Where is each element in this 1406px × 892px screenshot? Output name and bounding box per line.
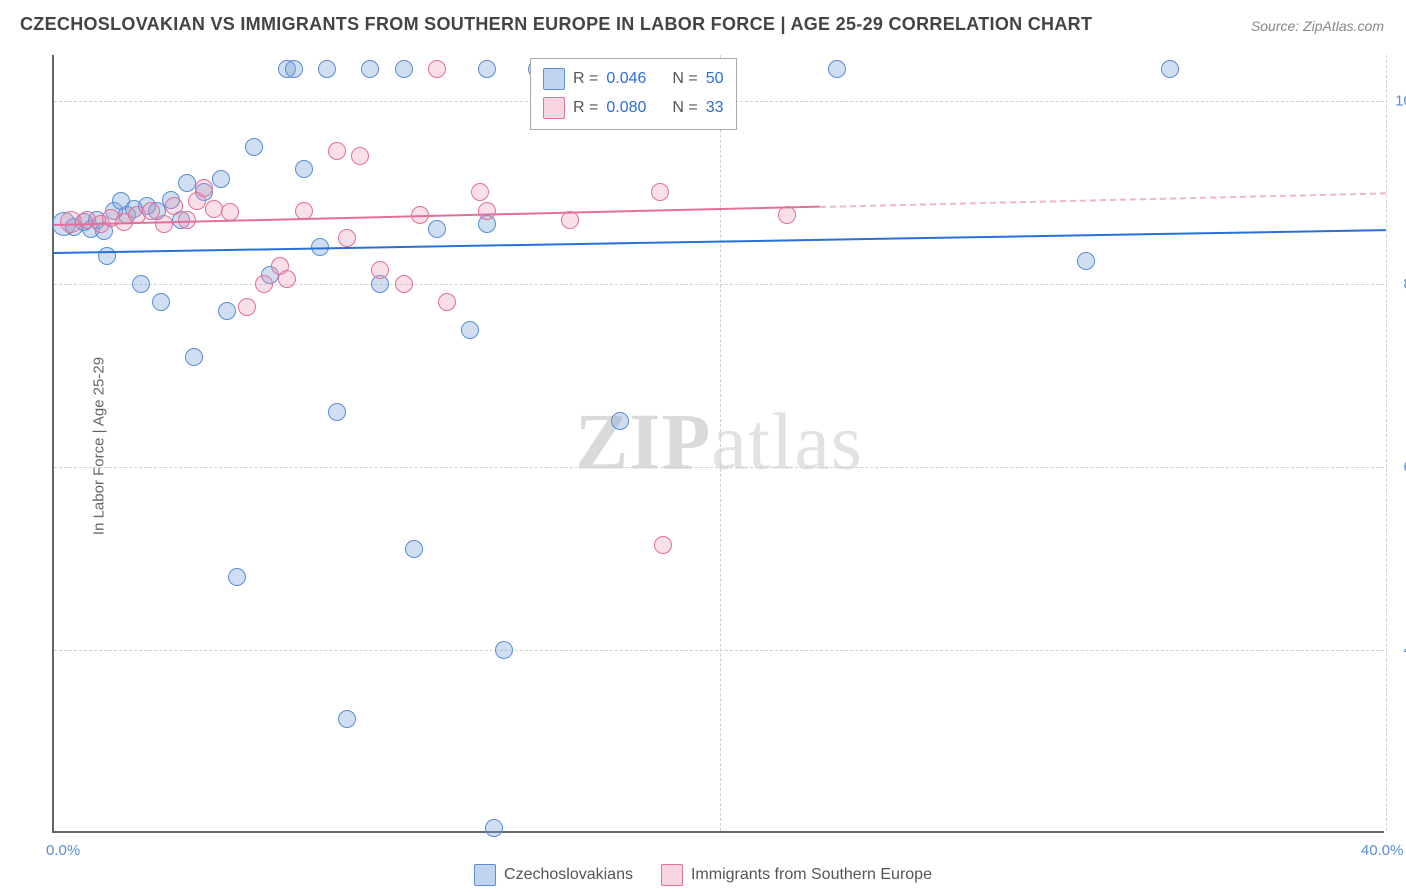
- xtick-label: 0.0%: [46, 842, 80, 859]
- stats-legend: R = 0.046 N = 50 R = 0.080 N = 33: [530, 58, 737, 130]
- data-point: [651, 183, 669, 201]
- data-point: [495, 641, 513, 659]
- legend-item: Czechoslovakians: [474, 864, 633, 886]
- data-point: [778, 206, 796, 224]
- trend-line: [820, 192, 1386, 208]
- r-value: 0.046: [606, 65, 646, 94]
- data-point: [245, 138, 263, 156]
- data-point: [485, 819, 503, 837]
- gridline-h: [54, 284, 1384, 285]
- n-value: 50: [706, 65, 724, 94]
- n-value: 33: [706, 94, 724, 123]
- data-point: [478, 202, 496, 220]
- data-point: [461, 321, 479, 339]
- legend-item: Immigrants from Southern Europe: [661, 864, 932, 886]
- data-point: [828, 60, 846, 78]
- legend-swatch: [474, 864, 496, 886]
- data-point: [654, 536, 672, 554]
- stats-legend-row: R = 0.046 N = 50: [543, 65, 724, 94]
- data-point: [471, 183, 489, 201]
- xtick-label: 40.0%: [1361, 842, 1404, 859]
- r-label: R =: [573, 94, 598, 123]
- data-point: [278, 270, 296, 288]
- data-point: [255, 275, 273, 293]
- r-label: R =: [573, 65, 598, 94]
- data-point: [228, 568, 246, 586]
- chart-title: CZECHOSLOVAKIAN VS IMMIGRANTS FROM SOUTH…: [20, 14, 1092, 35]
- gridline-h: [54, 650, 1384, 651]
- legend-label: Immigrants from Southern Europe: [691, 866, 932, 884]
- watermark: ZIPatlas: [575, 398, 863, 489]
- n-label: N =: [672, 94, 697, 123]
- data-point: [285, 60, 303, 78]
- gridline-v: [1386, 55, 1387, 831]
- data-point: [328, 142, 346, 160]
- data-point: [395, 275, 413, 293]
- legend-label: Czechoslovakians: [504, 866, 633, 884]
- data-point: [478, 60, 496, 78]
- plot-area: ZIPatlas 40.0%60.0%80.0%100.0%0.0%40.0%: [52, 55, 1384, 833]
- watermark-bold: ZIP: [575, 399, 711, 487]
- data-point: [438, 293, 456, 311]
- data-point: [338, 710, 356, 728]
- ytick-label: 40.0%: [1390, 641, 1406, 658]
- data-point: [338, 229, 356, 247]
- data-point: [212, 170, 230, 188]
- data-point: [405, 540, 423, 558]
- source-label: Source: ZipAtlas.com: [1251, 18, 1384, 34]
- data-point: [195, 179, 213, 197]
- data-point: [328, 403, 346, 421]
- data-point: [205, 200, 223, 218]
- data-point: [351, 147, 369, 165]
- stats-legend-row: R = 0.080 N = 33: [543, 94, 724, 123]
- data-point: [178, 174, 196, 192]
- n-label: N =: [672, 65, 697, 94]
- watermark-light: atlas: [711, 399, 863, 487]
- data-point: [611, 412, 629, 430]
- data-point: [132, 275, 150, 293]
- data-point: [295, 160, 313, 178]
- legend-swatch: [543, 68, 565, 90]
- series-legend: Czechoslovakians Immigrants from Southern…: [474, 864, 932, 886]
- data-point: [155, 215, 173, 233]
- data-point: [428, 220, 446, 238]
- gridline-h: [54, 467, 1384, 468]
- data-point: [395, 60, 413, 78]
- data-point: [318, 60, 336, 78]
- legend-swatch: [661, 864, 683, 886]
- data-point: [361, 60, 379, 78]
- legend-swatch: [543, 97, 565, 119]
- r-value: 0.080: [606, 94, 646, 123]
- data-point: [371, 261, 389, 279]
- data-point: [218, 302, 236, 320]
- data-point: [428, 60, 446, 78]
- data-point: [238, 298, 256, 316]
- gridline-v: [720, 55, 721, 831]
- ytick-label: 100.0%: [1390, 92, 1406, 109]
- data-point: [1161, 60, 1179, 78]
- ytick-label: 60.0%: [1390, 458, 1406, 475]
- data-point: [152, 293, 170, 311]
- data-point: [185, 348, 203, 366]
- ytick-label: 80.0%: [1390, 275, 1406, 292]
- data-point: [1077, 252, 1095, 270]
